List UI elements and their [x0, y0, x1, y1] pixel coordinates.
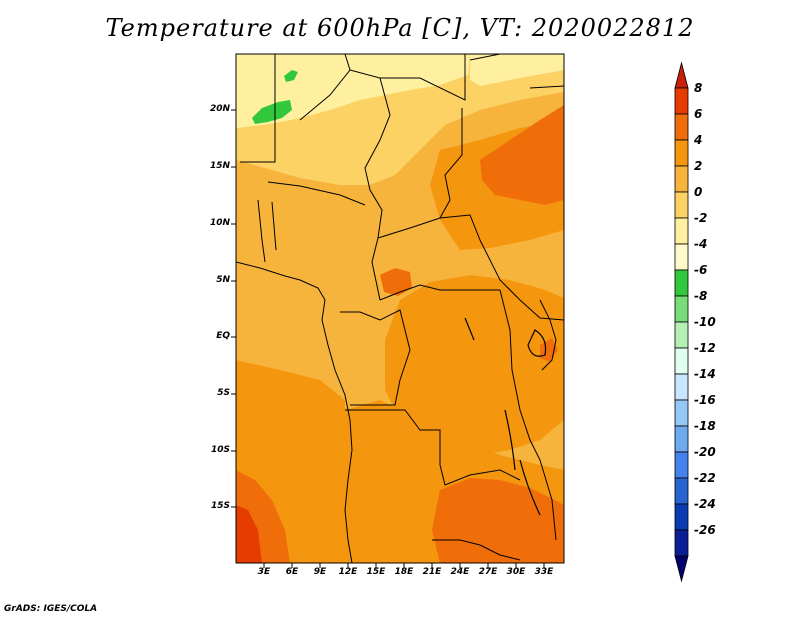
colorbar-label: 2 [694, 159, 703, 173]
colorbar-swatch [674, 269, 689, 297]
colorbar-arrow-bottom [674, 555, 689, 583]
colorbar-label: -4 [694, 237, 708, 251]
field-orange-central [385, 275, 564, 455]
colorbar-label: -18 [694, 419, 716, 433]
colorbar-swatch [674, 529, 689, 557]
lon-label: 12E [338, 567, 358, 577]
lon-label: 24E [450, 567, 470, 577]
field-dark-orange-ne [480, 105, 564, 205]
lon-label: 6E [285, 567, 299, 577]
lon-label: 33E [534, 567, 554, 577]
lon-label: 30E [506, 567, 526, 577]
colorbar-label: -24 [694, 497, 716, 511]
lat-label: 15S [210, 501, 230, 511]
colorbar-swatch [674, 451, 689, 479]
colorbar-swatch [674, 165, 689, 193]
colorbar-label: 0 [694, 185, 703, 199]
colorbar-swatch [674, 321, 689, 349]
lon-label: 27E [478, 567, 498, 577]
lat-label: EQ [216, 331, 230, 341]
colorbar-swatch [674, 243, 689, 271]
colorbar-swatch [674, 477, 689, 505]
lon-label: 3E [257, 567, 271, 577]
colorbar-swatch [674, 295, 689, 323]
colorbar-label: -26 [694, 523, 716, 537]
field-cream-ne [470, 54, 564, 86]
colorbar-swatch [674, 87, 689, 115]
colorbar-label: 8 [694, 81, 703, 95]
colorbar-swatch [674, 425, 689, 453]
lat-label: 10S [210, 445, 230, 455]
lat-label: 10N [209, 218, 230, 228]
country-borders [236, 54, 564, 563]
lat-label: 5N [216, 275, 230, 285]
field-deep-red [236, 505, 262, 563]
lat-label: 5S [217, 388, 230, 398]
colorbar-swatch [674, 217, 689, 245]
map-frame [235, 53, 565, 564]
colorbar-label: -14 [694, 367, 716, 381]
axis-ticks [231, 109, 545, 568]
colorbar-label: 6 [694, 107, 703, 121]
colorbar-label: -20 [694, 445, 716, 459]
field-green-1 [252, 100, 292, 124]
lat-label: 15N [209, 161, 230, 171]
temperature-fields [236, 54, 564, 563]
colorbar-arrow-top [674, 61, 689, 89]
colorbar-swatch [674, 399, 689, 427]
colorbar-label: -2 [694, 211, 708, 225]
colorbar-swatch [674, 191, 689, 219]
colorbar-swatch [674, 373, 689, 401]
colorbar-label: -8 [694, 289, 708, 303]
colorbar [674, 61, 689, 583]
colorbar-label: -10 [694, 315, 716, 329]
colorbar-label: -6 [694, 263, 708, 277]
field-dark-orange-c [380, 268, 412, 296]
lon-label: 15E [366, 567, 386, 577]
lon-label: 9E [313, 567, 327, 577]
colorbar-swatch [674, 139, 689, 167]
lon-label: 18E [394, 567, 414, 577]
colorbar-label: 4 [694, 133, 703, 147]
credit-text: GrADS: IGES/COLA [4, 604, 98, 614]
colorbar-label: -16 [694, 393, 716, 407]
colorbar-label: -12 [694, 341, 716, 355]
lat-label: 20N [209, 104, 230, 114]
field-green-2 [284, 70, 298, 82]
colorbar-label: -22 [694, 471, 716, 485]
colorbar-swatch [674, 347, 689, 375]
colorbar-swatch [674, 503, 689, 531]
map-title: Temperature at 600hPa [C], VT: 202002281… [105, 14, 695, 42]
lon-label: 21E [422, 567, 442, 577]
colorbar-swatch [674, 113, 689, 141]
lakes [464, 317, 547, 516]
